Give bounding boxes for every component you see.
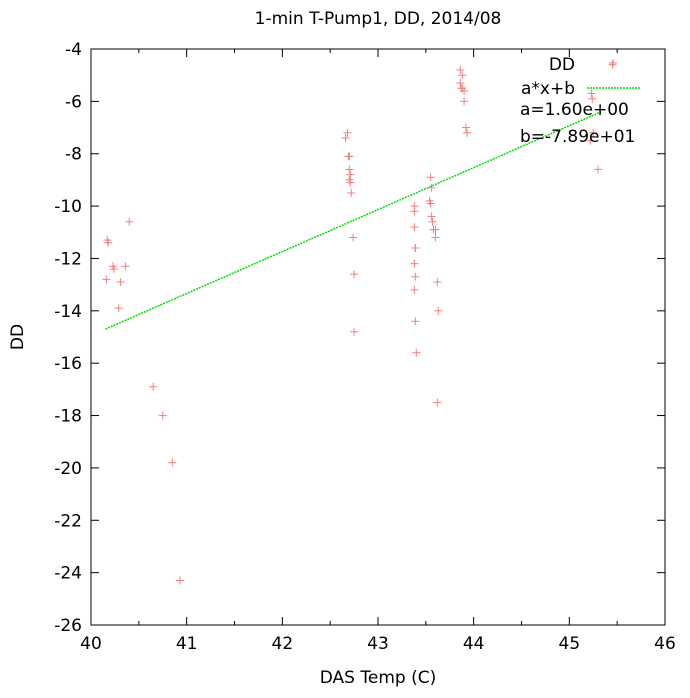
data-point	[594, 165, 603, 174]
data-point	[104, 238, 113, 247]
x-tick-label: 40	[80, 634, 102, 654]
data-point	[350, 270, 359, 279]
data-point	[341, 134, 350, 143]
data-point	[125, 217, 134, 226]
data-point	[349, 233, 358, 242]
data-point	[426, 199, 435, 208]
y-tick-label: -22	[54, 511, 82, 531]
data-point	[586, 136, 595, 145]
y-tick-label: -14	[54, 302, 82, 322]
data-point	[168, 458, 177, 467]
data-point	[345, 165, 354, 174]
data-point	[426, 173, 435, 182]
data-point	[587, 89, 596, 98]
data-point	[433, 398, 442, 407]
data-point	[427, 212, 436, 221]
data-point	[347, 189, 356, 197]
data-point	[458, 71, 467, 80]
data-point	[410, 259, 419, 268]
legend-label-fit: a*x+b	[521, 79, 575, 99]
legend: DD a*x+b a=1.60e+00 b=-7.89e+01	[520, 55, 640, 147]
x-tick-label: 43	[367, 634, 389, 654]
data-point	[343, 128, 352, 137]
y-tick-label: -24	[54, 564, 82, 584]
data-point	[158, 411, 167, 420]
data-point	[344, 152, 353, 161]
data-point	[149, 382, 158, 391]
data-point	[411, 317, 420, 326]
y-tick-label: -20	[54, 459, 82, 479]
legend-label-dd: DD	[549, 55, 575, 75]
x-tick-label: 45	[559, 634, 581, 654]
y-tick-label: -16	[54, 354, 82, 374]
data-point	[431, 233, 440, 242]
y-tick-label: -26	[54, 616, 82, 636]
data-point	[608, 60, 617, 69]
data-point	[427, 183, 436, 192]
data-point	[433, 278, 442, 287]
y-tick-label: -8	[65, 145, 82, 165]
y-tick-label: -4	[65, 40, 82, 60]
data-point	[411, 272, 420, 281]
data-point	[410, 207, 419, 216]
data-point	[412, 348, 421, 357]
x-tick-labels: 40 41 42 43 44 45 46	[80, 634, 676, 654]
data-point	[462, 123, 471, 132]
dd-points-series	[102, 60, 617, 585]
data-point	[346, 178, 355, 187]
data-point	[346, 170, 355, 179]
data-point	[456, 79, 465, 88]
y-tick-label: -6	[65, 92, 82, 112]
data-point	[462, 128, 471, 137]
data-point	[588, 94, 597, 103]
data-point	[109, 264, 118, 273]
data-point	[114, 304, 123, 313]
x-tick-label: 42	[272, 634, 294, 654]
data-point	[410, 223, 419, 232]
legend-point	[609, 59, 617, 67]
data-point	[350, 327, 359, 336]
y-tick-label: -18	[54, 407, 82, 427]
data-point	[431, 225, 440, 234]
data-point	[434, 306, 443, 315]
y-axis-label: DD	[8, 324, 28, 350]
legend-marker-dd	[609, 59, 617, 67]
x-tick-label: 44	[463, 634, 485, 654]
chart-title: 1-min T-Pump1, DD, 2014/08	[255, 9, 502, 29]
fit-param-b: b=-7.89e+01	[520, 127, 635, 147]
fit-param-a: a=1.60e+00	[520, 100, 629, 120]
y-tick-labels: -4 -6 -8 -10 -12 -14 -16 -18 -20 -22 -24 -26	[54, 40, 82, 636]
data-point	[460, 97, 469, 106]
data-point	[175, 576, 184, 585]
data-point	[456, 65, 465, 74]
data-point	[589, 128, 598, 137]
x-tick-label: 46	[654, 634, 676, 654]
y-tick-label: -10	[54, 197, 82, 217]
data-point	[121, 262, 130, 271]
fit-line-series	[105, 111, 602, 330]
fit-line	[105, 111, 602, 330]
data-point	[460, 86, 469, 95]
x-axis-label: DAS Temp (C)	[320, 668, 436, 688]
axis-ticks	[90, 48, 666, 626]
data-point	[102, 275, 111, 284]
data-point	[411, 243, 420, 252]
x-tick-label: 41	[176, 634, 198, 654]
data-point	[410, 285, 419, 294]
y-tick-label: -12	[54, 249, 82, 269]
data-point	[116, 278, 125, 287]
data-point	[428, 217, 437, 226]
